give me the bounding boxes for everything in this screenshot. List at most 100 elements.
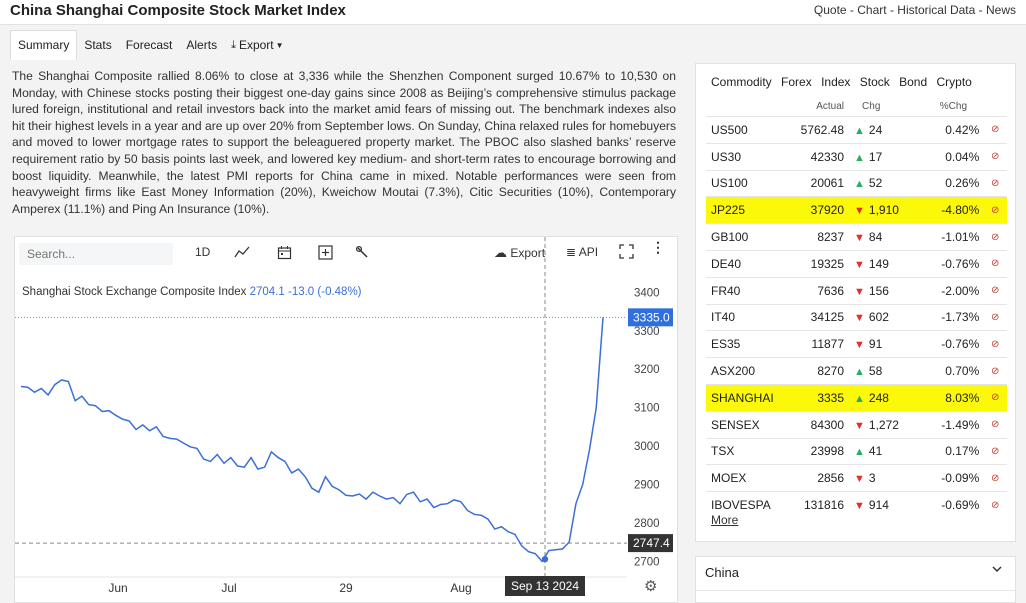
quote-symbol[interactable]: IBOVESPA [706, 491, 791, 518]
line-type-icon[interactable] [234, 245, 250, 262]
tab-stats[interactable]: Stats [84, 38, 112, 52]
chart-export-button[interactable]: ☁ Export [494, 245, 545, 261]
tab-bond[interactable]: Bond [899, 75, 928, 89]
triangle-down-icon: ▼ [854, 205, 865, 218]
quote-row-us30[interactable]: US30 42330 ▲ 17 0.04% ⊘ [706, 142, 1007, 171]
quote-row-jp225[interactable]: JP225 37920 ▼ 1,910 -4.80% ⊘ [706, 196, 1007, 224]
quote-row-shanghai[interactable]: SHANGHAI 3335 ▲ 248 8.03% ⊘ [706, 383, 1007, 412]
china-panel[interactable]: China [695, 556, 1016, 603]
alert-icon[interactable]: ⊘ [983, 196, 1007, 224]
alert-icon[interactable]: ⊘ [983, 357, 1007, 385]
quote-row-sensex[interactable]: SENSEX 84300 ▼ 1,272 -1.49% ⊘ [706, 410, 1007, 439]
quote-symbol[interactable]: US100 [706, 169, 791, 197]
quote-change-value: 17 [868, 149, 883, 164]
quote-change-value: 91 [868, 337, 883, 352]
range-1d-button[interactable]: 1D [195, 245, 211, 259]
triangle-up-icon: ▲ [854, 366, 865, 379]
quote-row-fr40[interactable]: FR40 7636 ▼ 156 -2.00% ⊘ [706, 276, 1007, 305]
quote-symbol[interactable]: US500 [706, 116, 791, 144]
quote-change-value: 914 [868, 498, 889, 513]
add-indicator-icon[interactable] [318, 245, 333, 263]
alert-icon[interactable]: ⊘ [983, 223, 1007, 251]
nav-historical-data[interactable]: Historical Data [897, 3, 976, 17]
alert-icon[interactable]: ⊘ [983, 142, 1007, 171]
quote-actual: 34125 [790, 303, 849, 331]
tab-summary[interactable]: Summary [10, 30, 78, 60]
nav-chart[interactable]: Chart [857, 3, 887, 17]
alert-icon[interactable]: ⊘ [983, 276, 1007, 305]
quote-symbol[interactable]: SHANGHAI [706, 383, 791, 412]
quote-row-de40[interactable]: DE40 19325 ▼ 149 -0.76% ⊘ [706, 249, 1007, 278]
gear-icon: ⚙ [644, 578, 657, 595]
alert-icon[interactable]: ⊘ [983, 383, 1007, 412]
divider [696, 590, 1015, 591]
markets-panel: Commodity Forex Index Stock Bond Crypto … [695, 63, 1016, 542]
current-price-tag [628, 308, 673, 327]
triangle-down-icon: ▼ [854, 232, 865, 245]
tab-alerts[interactable]: Alerts [186, 38, 218, 52]
quote-symbol[interactable]: GB100 [706, 223, 791, 251]
caret-down-icon: ▼ [275, 40, 284, 50]
quote-symbol[interactable]: ES35 [706, 330, 791, 358]
tab-forex[interactable]: Forex [781, 75, 812, 89]
alert-icon[interactable]: ⊘ [983, 303, 1007, 331]
quote-row-us500[interactable]: US500 5762.48 ▲ 24 0.42% ⊘ [706, 116, 1007, 144]
quote-actual: 19325 [790, 249, 849, 278]
alert-icon[interactable]: ⊘ [983, 169, 1007, 197]
quote-row-ibovespa[interactable]: IBOVESPA 131816 ▼ 914 -0.69% ⊘ [706, 491, 1007, 518]
chart-search-input[interactable] [19, 243, 173, 265]
quotes-table: Actual Chg %Chg US500 5762.48 ▲ 24 0.42% ⊘ US3… [706, 97, 1007, 518]
quote-row-gb100[interactable]: GB100 8237 ▼ 84 -1.01% ⊘ [706, 223, 1007, 251]
alert-icon[interactable]: ⊘ [983, 249, 1007, 278]
quote-row-it40[interactable]: IT40 34125 ▼ 602 -1.73% ⊘ [706, 303, 1007, 331]
triangle-down-icon: ▼ [854, 258, 865, 271]
tab-index[interactable]: Index [821, 75, 851, 89]
tab-stock[interactable]: Stock [859, 75, 890, 89]
quote-row-tsx[interactable]: TSX 23998 ▲ 41 0.17% ⊘ [706, 437, 1007, 465]
tab-forecast[interactable]: Forecast [125, 38, 173, 52]
header-actual: Actual [816, 101, 845, 112]
chevron-down-icon[interactable] [991, 563, 1003, 578]
quote-change-value: 58 [868, 364, 883, 379]
quote-row-es35[interactable]: ES35 11877 ▼ 91 -0.76% ⊘ [706, 330, 1007, 358]
alert-icon[interactable]: ⊘ [983, 116, 1007, 144]
quote-symbol[interactable]: TSX [706, 437, 791, 465]
alert-icon[interactable]: ⊘ [983, 330, 1007, 358]
nav-news[interactable]: News [985, 3, 1016, 17]
nav-quote[interactable]: Quote [813, 3, 847, 17]
more-link[interactable]: More [711, 513, 739, 527]
quote-symbol[interactable]: IT40 [706, 303, 791, 331]
tab-crypto[interactable]: Crypto [936, 75, 972, 89]
quote-symbol[interactable]: SENSEX [706, 410, 791, 439]
quote-symbol[interactable]: US30 [706, 142, 791, 171]
series-last-value: 2704.1 [249, 286, 285, 298]
calendar-icon[interactable] [277, 245, 292, 263]
quote-change: ▼ 602 [848, 303, 924, 331]
quote-change: ▲ 17 [848, 142, 924, 171]
quote-row-us100[interactable]: US100 20061 ▲ 52 0.26% ⊘ [706, 169, 1007, 197]
quote-row-asx200[interactable]: ASX200 8270 ▲ 58 0.70% ⊘ [706, 357, 1007, 385]
chart-export-label: Export [510, 246, 546, 260]
quote-symbol[interactable]: DE40 [706, 249, 791, 278]
quote-actual: 5762.48 [790, 116, 849, 144]
alert-icon[interactable]: ⊘ [983, 410, 1007, 439]
tab-commodity[interactable]: Commodity [711, 75, 772, 89]
quote-change-value: 156 [868, 283, 889, 298]
quote-pct-change: -1.73% [923, 303, 984, 331]
quote-symbol[interactable]: JP225 [706, 196, 791, 224]
quote-symbol[interactable]: MOEX [706, 464, 791, 492]
more-options-icon[interactable]: ⋮ [651, 239, 665, 255]
api-button[interactable]: ≣ API [566, 245, 598, 259]
alert-icon[interactable]: ⊘ [983, 437, 1007, 465]
tab-export[interactable]: ⤓ Export ▼ [224, 30, 290, 60]
alert-icon[interactable]: ⊘ [983, 491, 1007, 518]
wrench-icon[interactable] [355, 245, 370, 263]
alert-icon[interactable]: ⊘ [983, 464, 1007, 492]
quote-row-moex[interactable]: MOEX 2856 ▼ 3 -0.09% ⊘ [706, 464, 1007, 492]
quote-actual: 131816 [790, 491, 849, 518]
quote-symbol[interactable]: FR40 [706, 276, 791, 305]
top-nav: Quote - Chart - Historical Data - News [813, 3, 1016, 17]
quote-change: ▼ 149 [848, 249, 924, 278]
quote-symbol[interactable]: ASX200 [706, 357, 791, 385]
fullscreen-icon[interactable] [619, 244, 634, 262]
